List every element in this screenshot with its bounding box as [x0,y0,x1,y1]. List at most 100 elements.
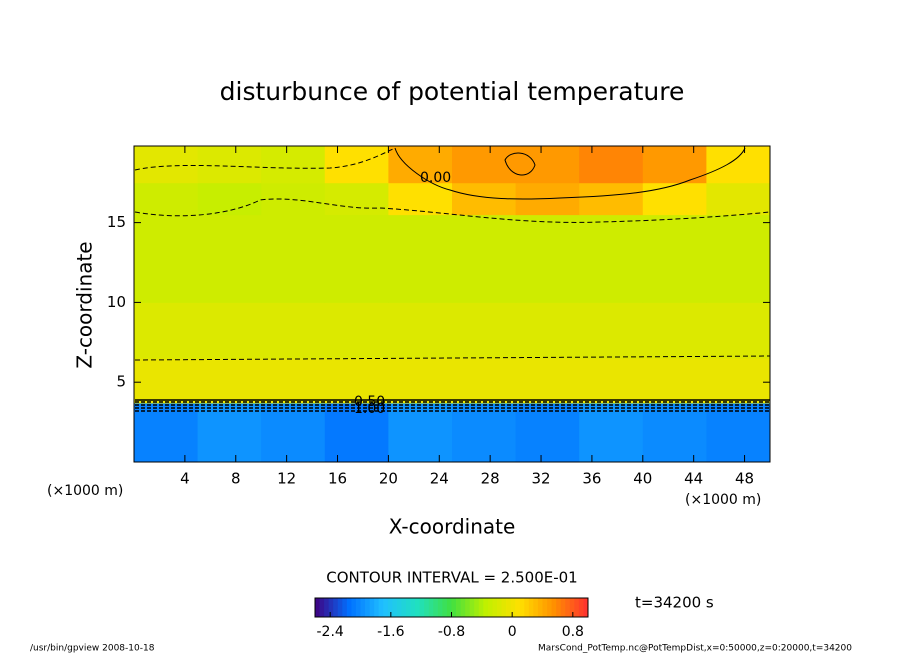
field-cell [642,214,707,303]
colorbar-segment [378,598,384,617]
colorbar-segment [487,598,493,617]
field-cell [261,358,326,404]
field-cell [515,402,580,463]
field-cell [388,402,453,463]
colorbar-segment [547,598,552,617]
time-label: t=34200 s [635,594,714,612]
colorbar-segment [383,598,389,617]
field-cell [388,214,453,303]
field-cell [706,146,771,184]
footer-left: /usr/bin/gpview 2008-10-18 [30,644,155,654]
colorbar-segment [533,598,539,617]
colorbar-segment [565,598,571,617]
colorbar-segment [428,598,434,617]
contour-label: 0.50 [354,394,385,410]
y-tick-label: 5 [116,373,126,391]
field-cell [452,214,517,303]
field-cell [579,214,644,303]
y-unit: (×1000 m) [685,492,761,508]
x-tick-label: 16 [328,470,347,488]
colorbar-tick-label: -2.4 [317,624,344,640]
colorbar-segment [478,598,484,617]
field-cell [706,182,771,216]
field-cell [642,302,707,359]
colorbar-segment [415,598,421,617]
colorbar-segment [369,598,375,617]
x-tick-label: 12 [277,470,296,488]
colorbar-tick-label: -1.6 [377,624,404,640]
colorbar-segment [519,598,525,617]
field-cell [515,146,580,184]
colorbar-segment [442,598,448,617]
x-tick-label: 36 [582,470,601,488]
field-cell [261,146,326,184]
colorbar-segment [424,598,430,617]
contour-interval: CONTOUR INTERVAL = 2.500E-01 [326,569,577,587]
field-cell [134,214,199,303]
colorbar-segment [374,598,380,617]
footer-right: MarsCond_PotTemp.nc@PotTempDist,x=0:5000… [538,644,852,654]
field-cell [579,302,644,359]
colorbar-segment [506,598,512,617]
colorbar-segment [342,598,348,617]
field-cell [197,146,262,184]
colorbar-segment [469,598,475,617]
field-cell [197,182,262,216]
field-cell [579,402,644,463]
field-cell [324,358,389,404]
field-cell [515,358,580,404]
colorbar-segment [537,598,543,617]
field-cell [515,302,580,359]
colorbar-segment [392,598,398,617]
colorbar-segment [483,598,489,617]
y-axis-label: Z-coordinate [73,241,97,368]
field-cell [197,214,262,303]
contour-label: 1.00 [354,401,385,417]
colorbar-segment [360,598,366,617]
contour-lines [134,147,771,412]
x-tick-label: 24 [430,470,449,488]
colorbar-segment [474,598,480,617]
field-cell [579,146,644,184]
colorbar-tick-label: -0.8 [438,624,465,640]
colorbar-segment [328,598,334,617]
field-cell [197,402,262,463]
field-cell [706,302,771,359]
field-cell [579,358,644,404]
x-axis-label: X-coordinate [389,515,516,539]
colorbar-segment [551,598,557,617]
x-tick-label: 28 [481,470,500,488]
field-cell [579,182,644,216]
colorbar-segment [351,598,357,617]
colorbar-segment [319,598,325,617]
field-cell [324,146,389,184]
field-cell [706,402,771,463]
field-cell [134,358,199,404]
colorbar-segment [387,598,393,617]
colorbar-segment [401,598,407,617]
field-cell [324,182,389,216]
field-cell [324,214,389,303]
colorbar-segment [410,598,416,617]
field-cell [515,214,580,303]
colorbar-segment [324,598,330,617]
field-cell [642,358,707,404]
colorbar-segment [542,598,548,617]
colorbar-segment [355,598,361,617]
colorbar-segment [569,598,575,617]
colorbar-segment [524,598,530,617]
field-cell [452,402,517,463]
colorbar-frame [314,597,589,618]
x-tick-label: 4 [180,470,190,488]
x-tick-label: 40 [633,470,652,488]
x-tick-label: 20 [379,470,398,488]
colorbar-segment [419,598,425,617]
colorbar-segment [396,598,402,617]
colorbar-segment [346,598,352,617]
field-cell [134,146,199,184]
colorbar-tick-label: 0 [508,624,517,640]
colorbar-segment [315,598,320,617]
colorbar-segment [446,598,452,617]
colorbar-segment [365,598,370,617]
x-tick-label: 32 [531,470,550,488]
